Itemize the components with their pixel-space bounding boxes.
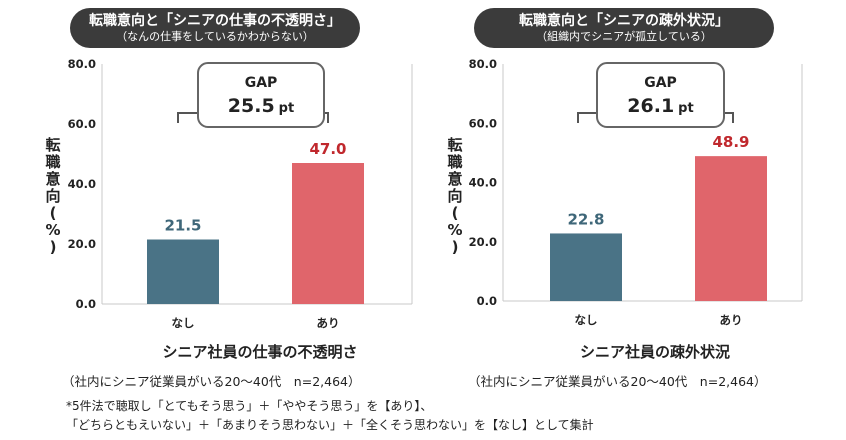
x-tick-label: なし: [172, 316, 195, 330]
y-axis-label-char: %: [45, 221, 61, 239]
sample-note-left: （社内にシニア従業員がいる20～40代 n=2,464）: [62, 374, 361, 389]
y-axis-label-char: 転: [45, 136, 61, 154]
y-axis-label-char: 意: [447, 170, 463, 188]
gap-box: [596, 62, 725, 128]
bar-nashi: [147, 239, 219, 304]
chart-header-title: 転職意向と「シニアの仕事の不透明さ」: [89, 13, 341, 29]
y-axis-label-char: (: [451, 204, 459, 222]
bar-ari: [695, 156, 767, 301]
y-axis-label-char: 職: [45, 153, 61, 171]
chart-header-subtitle: （組織内でシニアが孤立している）: [536, 30, 712, 43]
y-tick-label: 80.0: [68, 57, 96, 71]
chart-header-left: 転職意向と「シニアの仕事の不透明さ」 （なんの仕事をしているかわからない）: [70, 8, 360, 48]
bar-value-label: 22.8: [567, 210, 604, 228]
y-tick-label: 60.0: [469, 116, 497, 130]
bar-ari: [292, 163, 364, 304]
y-axis-label-char: 転: [447, 136, 463, 154]
y-tick-label: 60.0: [68, 117, 96, 131]
x-axis-title-right: シニア社員の疎外状況: [579, 343, 730, 361]
y-tick-label: 0.0: [76, 297, 96, 311]
y-axis-label-char: 向: [447, 187, 463, 205]
bar-value-label: 48.9: [712, 133, 749, 151]
gap-value-unit: pt: [678, 101, 694, 116]
y-tick-label: 20.0: [469, 235, 497, 249]
gap-label: GAP: [245, 75, 278, 91]
chart-header-title: 転職意向と「シニアの疎外状況」: [519, 13, 729, 29]
gap-value: 26.1 pt: [627, 95, 693, 117]
gap-value-number: 26.1: [627, 95, 674, 117]
y-axis-label-char: %: [447, 221, 463, 239]
x-tick-label: あり: [720, 313, 743, 327]
y-axis-label-char: 意: [45, 170, 61, 188]
gap-box: [197, 62, 325, 128]
sample-note-right: （社内にシニア従業員がいる20～40代 n=2,464）: [468, 374, 767, 389]
y-axis-label-char: ): [451, 238, 459, 256]
y-axis-label-char: 向: [45, 187, 61, 205]
gap-value: 25.5 pt: [228, 95, 294, 117]
y-axis-label-char: ): [49, 238, 57, 256]
footnote-line-1: *5件法で聴取し「とてもそう思う」＋「ややそう思う」を【あり】、: [66, 399, 433, 413]
y-axis-label-right: 転 職 意 向 ( % ): [446, 137, 464, 256]
chart-header-subtitle: （なんの仕事をしているかわからない）: [116, 30, 314, 43]
y-axis-label-char: 職: [447, 153, 463, 171]
x-axis-title-left: シニア社員の仕事の不透明さ: [162, 343, 358, 361]
bar-nashi: [550, 233, 622, 301]
gap-label: GAP: [644, 75, 677, 91]
y-tick-label: 80.0: [469, 57, 497, 71]
y-tick-label: 40.0: [469, 176, 497, 190]
gap-value-number: 25.5: [228, 95, 275, 117]
bar-value-label: 21.5: [164, 217, 201, 235]
x-tick-label: あり: [317, 316, 340, 330]
y-axis-label-left: 転 職 意 向 ( % ): [44, 137, 62, 256]
gap-value-unit: pt: [279, 101, 295, 116]
footnote-line-2: 「どちらともえいない」＋「あまりそう思わない」＋「全くそう思わない」を【なし】と…: [66, 418, 594, 432]
y-tick-label: 20.0: [68, 237, 96, 251]
y-axis-label-char: (: [49, 204, 57, 222]
bar-value-label: 47.0: [309, 140, 346, 158]
y-tick-label: 40.0: [68, 177, 96, 191]
chart-header-right: 転職意向と「シニアの疎外状況」 （組織内でシニアが孤立している）: [474, 8, 774, 48]
x-tick-label: なし: [575, 313, 598, 327]
y-tick-label: 0.0: [477, 294, 497, 308]
